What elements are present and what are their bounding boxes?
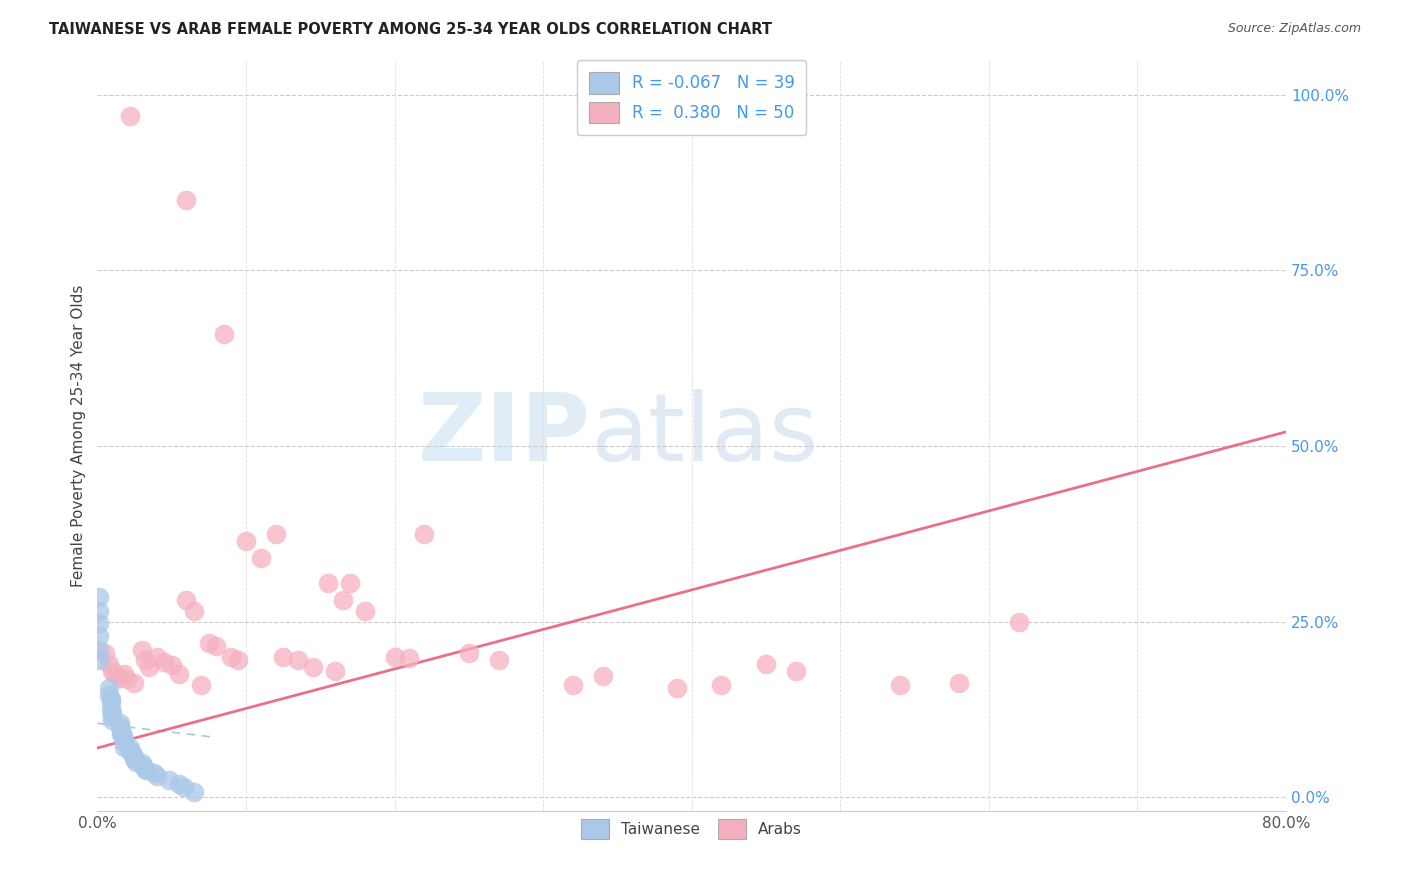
Point: [205, 639, 228, 653]
Point: [112, 732, 135, 747]
Point: [1007, 615, 1029, 629]
Point: [101, 713, 124, 727]
Point: [665, 681, 688, 696]
Point: [104, 667, 127, 681]
Point: [710, 678, 733, 692]
Point: [125, 755, 148, 769]
Point: [132, 759, 155, 773]
Point: [98, 681, 121, 696]
Point: [112, 735, 135, 749]
Point: [190, 678, 212, 692]
Point: [101, 664, 124, 678]
Point: [112, 667, 135, 681]
Point: [176, 193, 198, 207]
Point: [287, 653, 309, 667]
Point: [157, 772, 180, 787]
Point: [353, 604, 375, 618]
Point: [108, 720, 131, 734]
Point: [167, 667, 190, 681]
Point: [173, 780, 195, 794]
Point: [118, 744, 141, 758]
Point: [131, 642, 153, 657]
Y-axis label: Female Poverty Among 25-34 Year Olds: Female Poverty Among 25-34 Year Olds: [72, 285, 86, 587]
Point: [101, 706, 124, 720]
Point: [87, 615, 110, 630]
Point: [118, 109, 141, 123]
Point: [134, 653, 156, 667]
Point: [87, 653, 110, 667]
Point: [110, 727, 132, 741]
Point: [101, 709, 124, 723]
Point: [122, 747, 145, 762]
Point: [457, 646, 479, 660]
Point: [183, 604, 205, 618]
Point: [138, 660, 160, 674]
Point: [889, 678, 911, 692]
Point: [183, 784, 205, 798]
Point: [108, 716, 131, 731]
Point: [100, 702, 122, 716]
Point: [332, 593, 354, 607]
Point: [167, 777, 190, 791]
Point: [316, 575, 339, 590]
Point: [301, 660, 323, 674]
Point: [87, 604, 110, 618]
Point: [176, 593, 198, 607]
Point: [131, 756, 153, 771]
Point: [98, 657, 121, 671]
Point: [121, 746, 143, 760]
Legend: Taiwanese, Arabs: Taiwanese, Arabs: [575, 813, 808, 845]
Point: [124, 750, 146, 764]
Point: [561, 678, 583, 692]
Point: [398, 651, 420, 665]
Point: [197, 635, 219, 649]
Point: [228, 653, 250, 667]
Point: [592, 669, 614, 683]
Point: [160, 658, 183, 673]
Point: [235, 533, 257, 548]
Point: [124, 676, 146, 690]
Point: [134, 762, 156, 776]
Point: [146, 769, 169, 783]
Point: [87, 642, 110, 657]
Point: [384, 649, 406, 664]
Point: [135, 764, 157, 778]
Text: ZIP: ZIP: [418, 390, 591, 482]
Text: Source: ZipAtlas.com: Source: ZipAtlas.com: [1227, 22, 1361, 36]
Point: [755, 657, 778, 671]
Text: TAIWANESE VS ARAB FEMALE POVERTY AMONG 25-34 YEAR OLDS CORRELATION CHART: TAIWANESE VS ARAB FEMALE POVERTY AMONG 2…: [49, 22, 772, 37]
Point: [212, 326, 235, 341]
Point: [948, 676, 970, 690]
Point: [118, 741, 141, 756]
Point: [108, 671, 131, 685]
Point: [87, 590, 110, 604]
Point: [142, 765, 165, 780]
Point: [94, 646, 117, 660]
Point: [115, 672, 138, 686]
Point: [87, 629, 110, 643]
Point: [339, 575, 361, 590]
Point: [112, 739, 135, 754]
Point: [124, 752, 146, 766]
Point: [100, 695, 122, 709]
Point: [785, 664, 807, 678]
Point: [271, 649, 294, 664]
Point: [110, 723, 132, 738]
Point: [111, 728, 134, 742]
Point: [264, 526, 287, 541]
Point: [323, 664, 346, 678]
Text: atlas: atlas: [591, 390, 818, 482]
Point: [98, 688, 121, 702]
Point: [219, 649, 242, 664]
Point: [413, 526, 436, 541]
Point: [249, 551, 271, 566]
Point: [100, 691, 122, 706]
Point: [488, 653, 510, 667]
Point: [153, 655, 176, 669]
Point: [146, 649, 169, 664]
